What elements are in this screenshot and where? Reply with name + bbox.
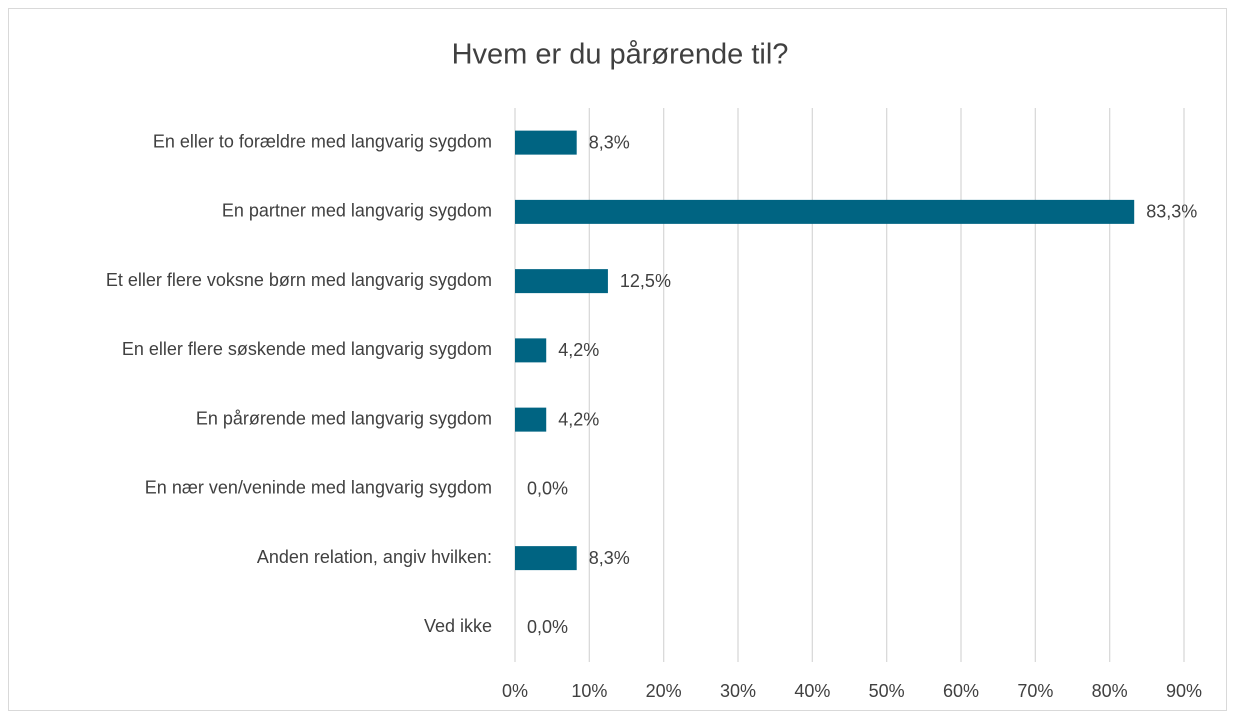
y-tick-label: En partner med langvarig sygdom (222, 201, 492, 221)
bar (515, 338, 547, 363)
x-tick-label: 90% (1166, 681, 1202, 701)
x-tick-label: 20% (646, 681, 682, 701)
x-tick-label: 30% (720, 681, 756, 701)
x-tick-label: 0% (502, 681, 528, 701)
bar (515, 546, 577, 571)
data-label: 0,0% (527, 617, 568, 637)
x-tick-label: 70% (1017, 681, 1053, 701)
data-label: 4,2% (558, 409, 599, 429)
x-tick-label: 10% (571, 681, 607, 701)
x-tick-label: 40% (794, 681, 830, 701)
data-label: 8,3% (589, 132, 630, 152)
bar (515, 407, 547, 432)
bar (515, 199, 1135, 224)
x-tick-label: 80% (1092, 681, 1128, 701)
data-label: 4,2% (558, 340, 599, 360)
data-label: 8,3% (589, 548, 630, 568)
data-label: 83,3% (1146, 202, 1197, 222)
chart-title: Hvem er du pårørende til? (452, 39, 789, 71)
data-label: 12,5% (620, 271, 671, 291)
x-tick-label: 60% (943, 681, 979, 701)
y-tick-label: Anden relation, angiv hvilken: (257, 547, 492, 567)
bar (515, 130, 577, 155)
y-tick-label: En eller flere søskende med langvarig sy… (122, 339, 492, 359)
chart-border (8, 8, 1227, 711)
y-tick-label: Ved ikke (424, 616, 492, 636)
bar (515, 269, 608, 294)
y-tick-label: En nær ven/veninde med langvarig sygdom (145, 478, 492, 498)
y-tick-label: En eller to forældre med langvarig sygdo… (153, 131, 492, 151)
data-label: 0,0% (527, 479, 568, 499)
y-tick-label: En pårørende med langvarig sygdom (196, 408, 492, 428)
x-tick-label: 50% (869, 681, 905, 701)
y-tick-label: Et eller flere voksne børn med langvarig… (106, 270, 492, 290)
